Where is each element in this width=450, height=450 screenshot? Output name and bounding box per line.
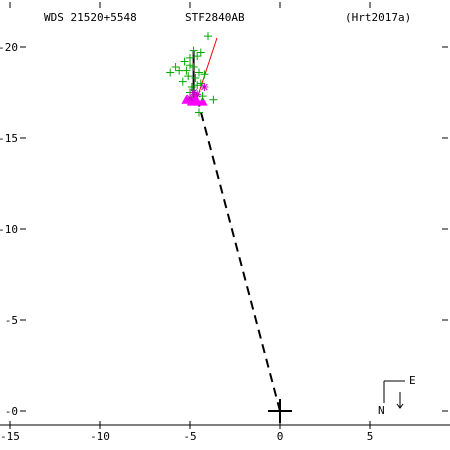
observation-points — [166, 32, 218, 117]
orbit-lines — [192, 37, 292, 423]
plus-point — [195, 108, 203, 117]
plus-point — [193, 52, 202, 61]
plus-point — [191, 73, 200, 82]
plus-point — [187, 83, 196, 92]
plus-point — [209, 95, 218, 104]
chart-title-right: (Hrt2017a) — [345, 11, 411, 24]
star-point — [200, 83, 209, 92]
y-tick-label: -10 — [0, 223, 18, 236]
star-point — [189, 88, 198, 97]
x-tick-label: -10 — [90, 430, 110, 443]
plus-point — [184, 72, 193, 81]
plus-point — [175, 66, 184, 75]
x-tick-label: -15 — [0, 430, 20, 443]
x-tick-label: 5 — [367, 430, 374, 443]
star-point — [193, 90, 202, 99]
plus-point — [189, 63, 198, 72]
chart-title-left: WDS 21520+5548 — [44, 11, 137, 24]
plus-point — [166, 68, 175, 77]
plus-point — [195, 68, 203, 77]
x-tick-label: 0 — [277, 430, 284, 443]
plus-point — [196, 79, 205, 88]
x-tick-label: -5 — [183, 430, 196, 443]
chart-title-center: STF2840AB — [185, 11, 245, 24]
plus-point — [189, 46, 198, 55]
compass-north-label: N — [378, 404, 385, 417]
plus-point — [182, 66, 191, 75]
plus-point — [196, 48, 205, 57]
axes: -15 -10 -5 0 5 -0 -5 -10 -15 -20 — [0, 2, 448, 443]
y-tick-label: -5 — [5, 314, 18, 327]
y-tick-label: -15 — [0, 132, 18, 145]
triangle-point — [181, 94, 192, 104]
compass: E N — [378, 374, 416, 417]
triangle-point — [197, 96, 208, 106]
triangle-point — [190, 92, 201, 102]
plus-point — [178, 77, 187, 86]
plus-point — [193, 81, 202, 90]
plus-point — [200, 70, 209, 79]
orbit-dashed-line — [196, 97, 281, 412]
direction-arrow-head — [396, 403, 404, 409]
compass-east-label: E — [409, 374, 416, 387]
plus-point — [198, 92, 207, 101]
y-tick-label: -20 — [0, 41, 18, 54]
residual-line — [196, 37, 218, 99]
plus-point — [180, 57, 189, 66]
plus-point — [204, 32, 212, 41]
y-tick-label: -0 — [5, 405, 18, 418]
plus-point — [186, 61, 194, 70]
plus-point — [171, 63, 180, 72]
plus-point — [186, 53, 194, 62]
star-point — [186, 93, 194, 102]
